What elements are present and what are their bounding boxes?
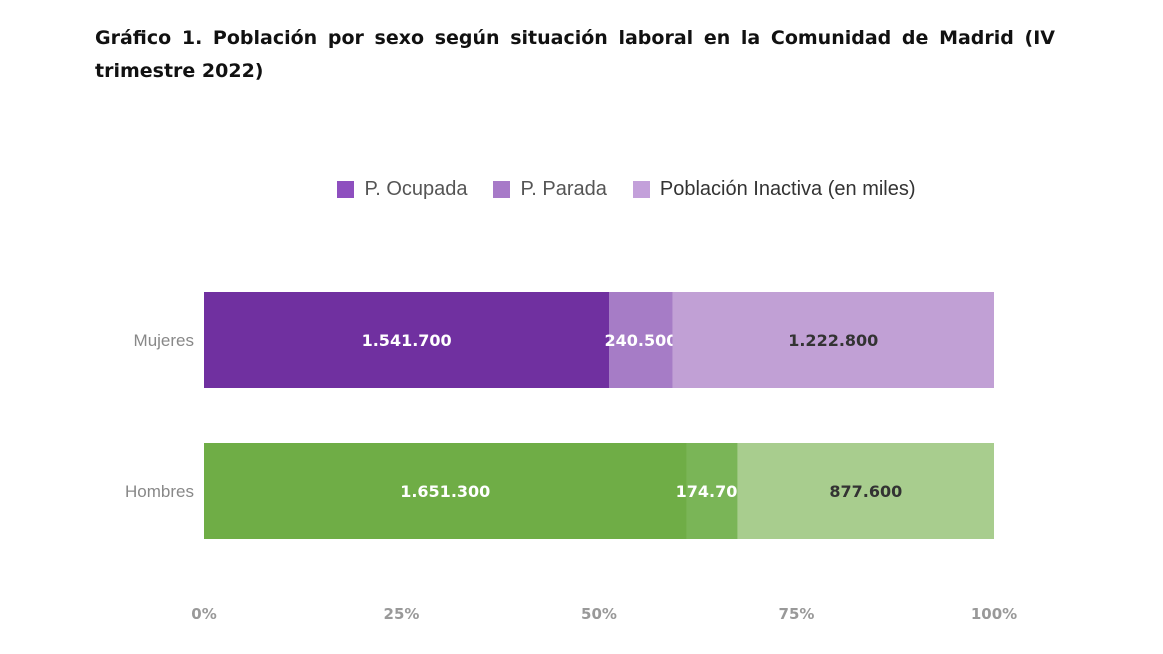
legend-label: P. Parada — [520, 178, 607, 200]
chart-title: Gráfico 1. Población por sexo según situ… — [95, 27, 1055, 82]
legend-label: Población Inactiva (en miles) — [659, 178, 916, 200]
bar-segment — [204, 292, 610, 388]
data-label: 240.500 — [604, 331, 677, 350]
legend-item-inactiva: Población Inactiva (en miles) — [632, 178, 916, 201]
x-tick-label: 25% — [384, 605, 420, 623]
legend-swatch — [337, 181, 355, 198]
legend-swatch — [632, 181, 650, 198]
data-label: 877.600 — [829, 482, 902, 501]
bar-segment — [204, 443, 687, 539]
legend-item-parada: P. Parada — [493, 178, 607, 201]
x-tick-label: 50% — [581, 605, 617, 623]
legend: P. Ocupada P. Parada Población Inactiva … — [0, 178, 1163, 201]
category-label-mujeres: Mujeres — [134, 331, 194, 350]
x-tick-label: 75% — [779, 605, 815, 623]
category-label-hombres: Hombres — [125, 482, 194, 501]
x-tick-label: 0% — [191, 605, 216, 623]
data-label: 1.541.700 — [362, 331, 452, 350]
x-tick-label: 100% — [971, 605, 1017, 623]
bar-segment — [737, 443, 994, 539]
legend-item-ocupada: P. Ocupada — [337, 178, 467, 201]
bar-segment — [672, 292, 994, 388]
data-label: 1.222.800 — [788, 331, 878, 350]
legend-swatch — [493, 181, 511, 198]
bar-segment — [609, 292, 673, 388]
data-label: 174.700 — [676, 482, 749, 501]
bar-segment — [686, 443, 738, 539]
legend-label: P. Ocupada — [364, 178, 468, 200]
data-label: 1.651.300 — [400, 482, 490, 501]
